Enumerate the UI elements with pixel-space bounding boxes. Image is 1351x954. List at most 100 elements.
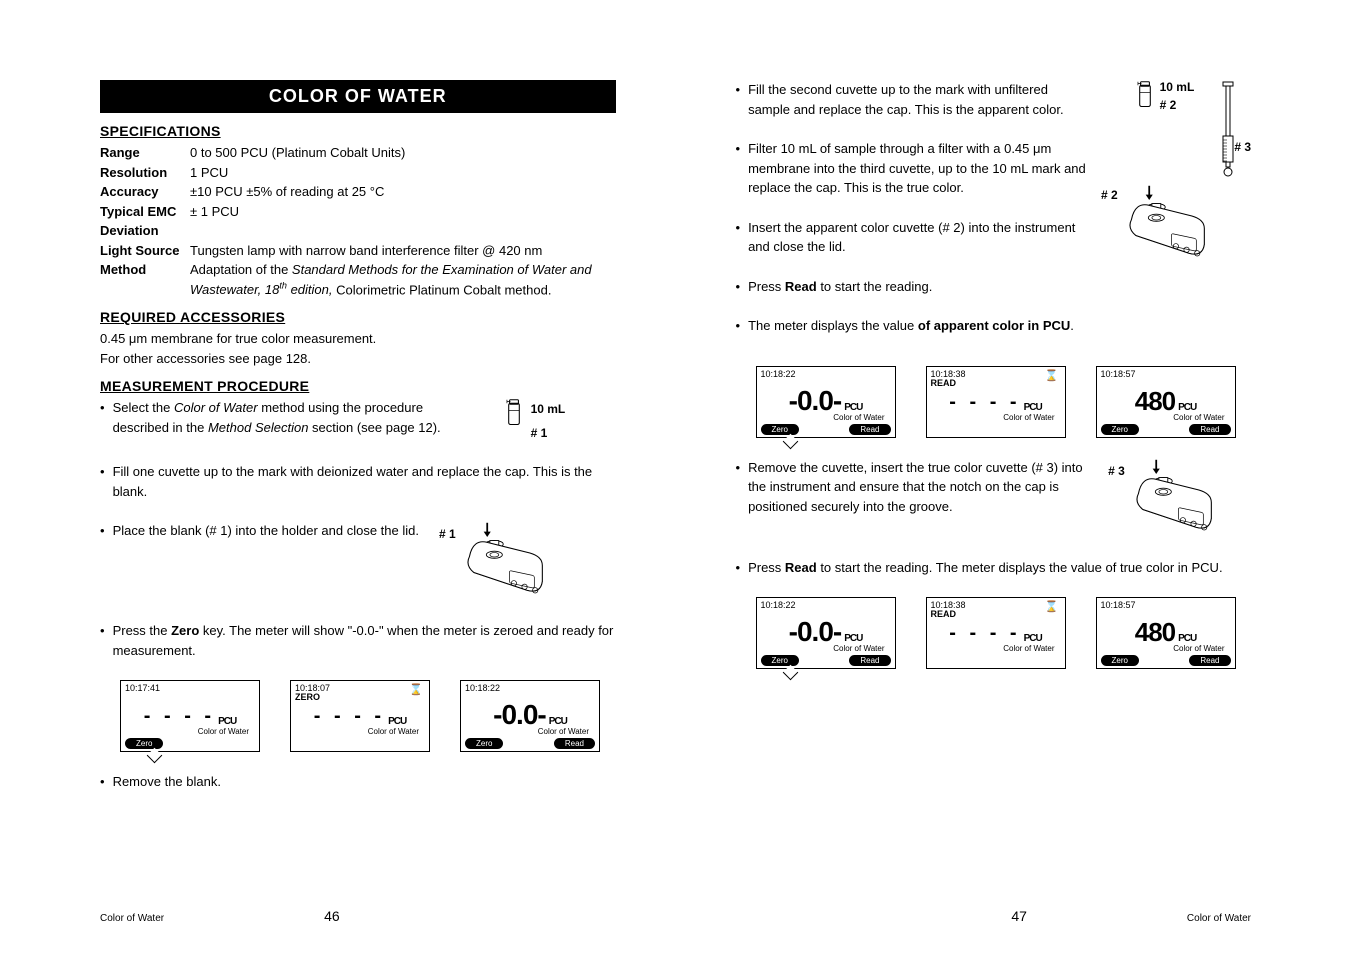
right-page: Fill the second cuvette up to the mark w… — [676, 0, 1351, 954]
accessories-text: 0.45 μm membrane for true color measurem… — [100, 329, 616, 368]
step-text: Fill one cuvette up to the mark with dei… — [113, 462, 616, 501]
spec-row: Typical EMCDeviation± 1 PCU — [100, 202, 616, 241]
procedure-step: Place the blank (# 1) into the holder an… — [100, 521, 616, 601]
specifications-heading: SPECIFICATIONS — [100, 123, 616, 139]
step-text: Place the blank (# 1) into the holder an… — [113, 521, 419, 541]
screen-subtitle: Color of Water — [121, 727, 259, 736]
step-figure: 10 mL # 1 — [503, 398, 566, 442]
step-text: The meter displays the value of apparent… — [748, 316, 1091, 336]
procedure-step: Press Read to start the reading. The met… — [736, 558, 1252, 578]
cuvette-icon — [503, 398, 525, 428]
procedure-step: Fill the second cuvette up to the mark w… — [736, 80, 1092, 119]
screen-time: 10:18:57 — [1101, 600, 1136, 610]
page-title: COLOR OF WATER — [100, 80, 616, 113]
screen-button-read: Read — [1189, 655, 1230, 666]
meter-screen: 10:18:38 READ ⌛ - - - -PCU Color of Wate… — [926, 597, 1066, 669]
figure-label: # 2 — [1101, 188, 1118, 202]
meter-screens-row-a: 10:18:22 -0.0-PCU Color of Water Zero Re… — [756, 366, 1252, 438]
spec-row: Range0 to 500 PCU (Platinum Cobalt Units… — [100, 143, 616, 163]
spec-label: Method — [100, 260, 190, 299]
cuvette-icon — [1134, 80, 1156, 110]
procedure-step: Remove the cuvette, insert the true colo… — [736, 458, 1252, 538]
screen-sigma-icon: ⌛ — [1045, 600, 1059, 613]
spec-label: Resolution — [100, 163, 190, 183]
figure-label: # 3 — [1108, 462, 1125, 480]
screen-time: 10:18:22 — [465, 683, 500, 693]
figure-label: 10 mL — [1160, 80, 1195, 94]
instrument-icon — [1129, 458, 1219, 538]
spec-label: Range — [100, 143, 190, 163]
procedure-step: Remove the blank. — [100, 772, 616, 792]
spec-value: ±10 PCU ±5% of reading at 25 °C — [190, 182, 616, 202]
meter-screens-row: 10:17:41 - - - -PCU Color of Water Zero … — [120, 680, 616, 752]
step-text: Remove the blank. — [113, 772, 616, 792]
spec-row: Resolution1 PCU — [100, 163, 616, 183]
screen-button-zero: Zero — [1101, 655, 1139, 666]
spec-row: Light SourceTungsten lamp with narrow ba… — [100, 241, 616, 261]
page-number: 46 — [324, 908, 340, 924]
footer-label: Color of Water — [1187, 913, 1251, 924]
step-text: Select the Color of Water method using t… — [113, 398, 483, 437]
screen-time: 10:17:41 — [125, 683, 160, 693]
meter-screen: 10:18:22 -0.0-PCU Color of Water Zero Re… — [756, 366, 896, 438]
meter-screen: 10:18:22 -0.0-PCU Color of Water Zero Re… — [460, 680, 600, 752]
step-text: Filter 10 mL of sample through a filter … — [748, 139, 1091, 198]
meter-screen: 10:18:07 ZERO ⌛ - - - -PCU Color of Wate… — [290, 680, 430, 752]
spec-value: ± 1 PCU — [190, 202, 616, 241]
spec-label: Typical EMCDeviation — [100, 202, 190, 241]
procedure-steps: Select the Color of Water method using t… — [100, 398, 616, 660]
screen-subtitle: Color of Water — [291, 727, 429, 736]
meter-screen: 10:18:38 READ ⌛ - - - -PCU Color of Wate… — [926, 366, 1066, 438]
page-number: 47 — [1011, 908, 1027, 924]
procedure-steps-after: Remove the blank. — [100, 772, 616, 792]
procedure-step: Fill one cuvette up to the mark with dei… — [100, 462, 616, 501]
figure-label: # 1 — [531, 424, 566, 442]
procedure-step: Press Read to start the reading. — [736, 277, 1092, 297]
screen-button-zero: Zero — [465, 738, 503, 749]
page-footer-left: Color of Water 46 — [100, 908, 340, 924]
figure-label: 10 mL — [531, 400, 566, 418]
screen-button-read: Read — [849, 424, 890, 435]
procedure-heading: MEASUREMENT PROCEDURE — [100, 378, 616, 394]
step-figure: # 3 — [1108, 458, 1219, 538]
spec-value: Adaptation of the Standard Methods for t… — [190, 260, 616, 299]
spec-label: Light Source — [100, 241, 190, 261]
footer-label: Color of Water — [100, 913, 164, 924]
instrument-icon — [460, 521, 550, 601]
right-procedure-steps-a: Fill the second cuvette up to the mark w… — [736, 80, 1092, 356]
figure-label: # 2 — [1160, 98, 1195, 112]
step-text: Remove the cuvette, insert the true colo… — [748, 458, 1088, 517]
figure-label: # 3 — [1234, 140, 1251, 154]
page-spread: COLOR OF WATER SPECIFICATIONS Range0 to … — [0, 0, 1351, 954]
accessory-line: For other accessories see page 128. — [100, 349, 616, 369]
procedure-step: The meter displays the value of apparent… — [736, 316, 1092, 336]
screen-sigma-icon: ⌛ — [409, 683, 423, 696]
right-figure-group-a: 10 mL # 2 # 3 # 2 — [1101, 80, 1251, 264]
screen-button-read: Read — [1189, 424, 1230, 435]
screen-subtitle: Color of Water — [927, 644, 1065, 653]
screen-subtitle: Color of Water — [1097, 644, 1235, 653]
step-text: Press the Zero key. The meter will show … — [113, 621, 616, 660]
right-procedure-steps-b: Remove the cuvette, insert the true colo… — [736, 458, 1252, 578]
syringe-icon — [1219, 80, 1237, 180]
screen-subtitle: Color of Water — [927, 413, 1065, 422]
step-text: Press Read to start the reading. — [748, 277, 1091, 297]
step-figure: # 1 — [439, 521, 550, 601]
screen-button-read: Read — [849, 655, 890, 666]
step-text: Insert the apparent color cuvette (# 2) … — [748, 218, 1091, 257]
spec-value: Tungsten lamp with narrow band interfere… — [190, 241, 616, 261]
procedure-step: Select the Color of Water method using t… — [100, 398, 616, 442]
page-footer-right: 47 Color of Water — [1011, 908, 1251, 924]
screen-time: 10:18:22 — [761, 600, 796, 610]
spec-value: 0 to 500 PCU (Platinum Cobalt Units) — [190, 143, 616, 163]
screen-sigma-icon: ⌛ — [1045, 369, 1059, 382]
screen-subtitle: Color of Water — [757, 644, 895, 653]
left-page: COLOR OF WATER SPECIFICATIONS Range0 to … — [0, 0, 676, 954]
procedure-step: Press the Zero key. The meter will show … — [100, 621, 616, 660]
spec-label: Accuracy — [100, 182, 190, 202]
meter-screen: 10:18:22 -0.0-PCU Color of Water Zero Re… — [756, 597, 896, 669]
meter-screens-row-b: 10:18:22 -0.0-PCU Color of Water Zero Re… — [756, 597, 1252, 669]
screen-button-zero: Zero — [761, 424, 799, 435]
procedure-step: Filter 10 mL of sample through a filter … — [736, 139, 1092, 198]
screen-button-zero: Zero — [1101, 424, 1139, 435]
